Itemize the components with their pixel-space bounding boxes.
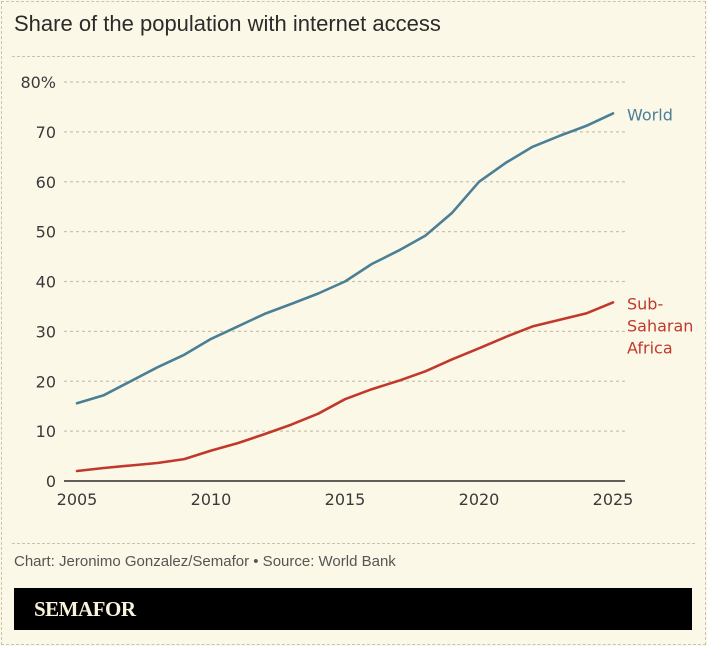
world-label: World [627, 105, 673, 124]
world-line [75, 112, 615, 405]
sub-saharan-africa-label: Sub- [627, 294, 663, 313]
y-tick-label: 10 [36, 422, 56, 441]
sub-saharan-africa-label: Africa [627, 338, 673, 357]
title-divider [12, 56, 695, 57]
footer-divider [12, 543, 695, 544]
sub-saharan-africa-label: Saharan [627, 316, 693, 335]
gridlines [64, 81, 625, 432]
series-labels: World Sub- Saharan Africa [627, 105, 693, 357]
y-tick-label: 80% [20, 73, 56, 92]
y-tick-label: 0 [46, 472, 56, 491]
axes: 0 10 20 30 40 50 60 70 80% 2005 2010 2015 2020 2025 [20, 73, 633, 509]
series [75, 112, 615, 473]
source-credit: Chart: Jeronimo Gonzalez/Semafor • Sourc… [14, 553, 396, 570]
y-tick-label: 20 [36, 372, 56, 391]
y-tick-label: 40 [36, 273, 56, 292]
x-tick-label: 2020 [459, 490, 500, 509]
y-tick-label: 50 [36, 223, 56, 242]
x-tick-label: 2005 [57, 490, 98, 509]
y-tick-label: 70 [36, 123, 56, 142]
line-chart: 0 10 20 30 40 50 60 70 80% 2005 2010 2015 2020 2025 W… [20, 73, 693, 509]
y-tick-label: 30 [36, 322, 56, 341]
x-tick-label: 2015 [325, 490, 366, 509]
x-tick-label: 2025 [593, 490, 634, 509]
sub-saharan-africa-line [75, 301, 615, 473]
x-tick-label: 2010 [191, 490, 232, 509]
y-tick-label: 60 [36, 173, 56, 192]
brand-bar: SEMAFOR [14, 588, 692, 630]
chart-title: Share of the population with internet ac… [14, 11, 441, 36]
semafor-logo: SEMAFOR [34, 597, 136, 621]
